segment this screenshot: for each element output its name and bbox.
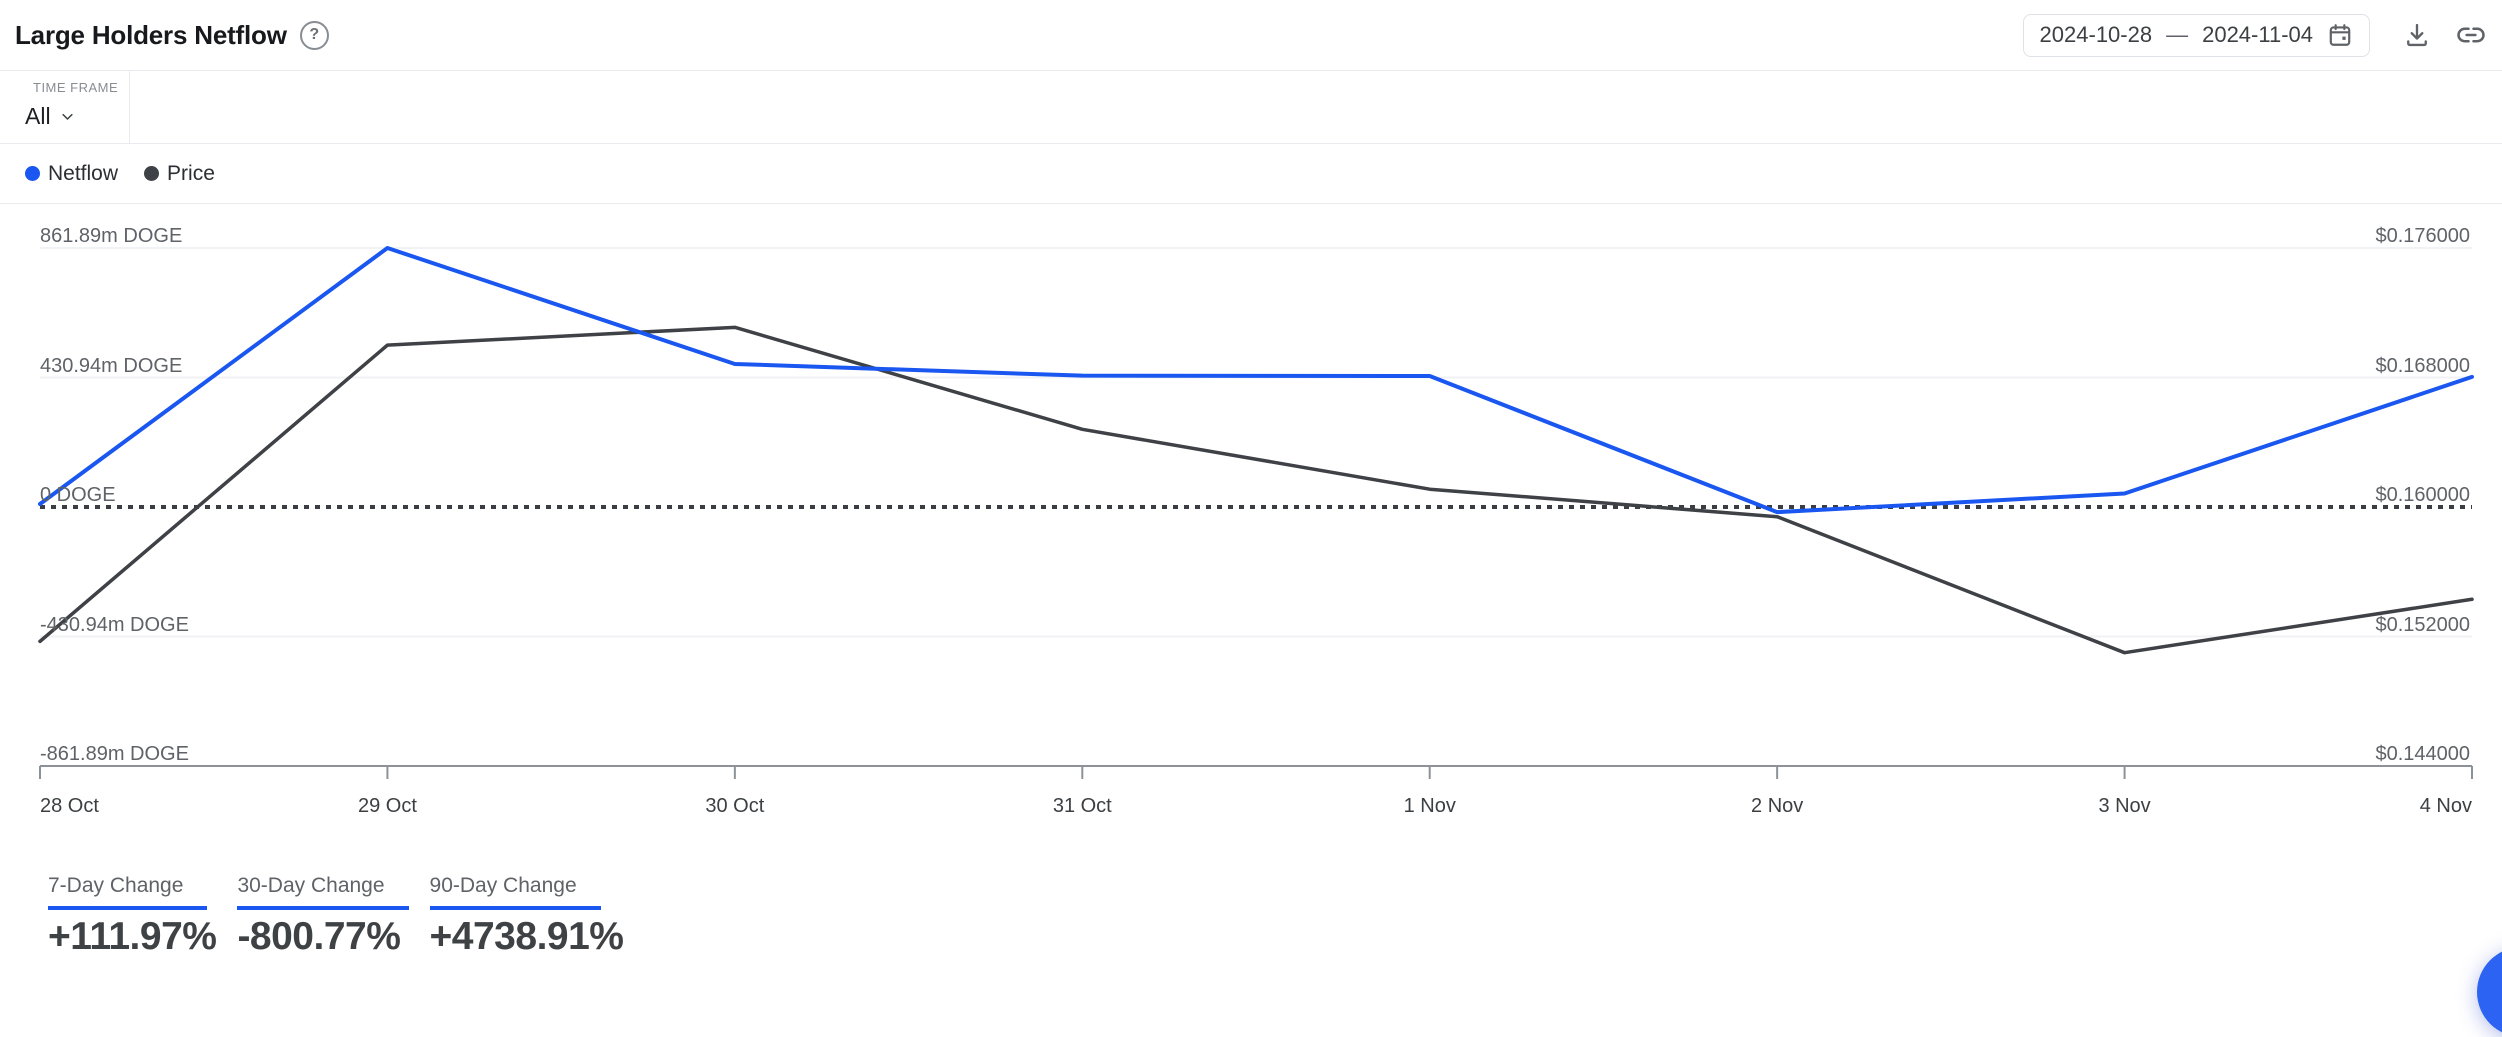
date-range-start: 2024-10-28 xyxy=(2039,22,2153,47)
y-tick-label-right: $0.176000 xyxy=(2375,225,2470,247)
timeframe-value: All xyxy=(25,103,51,129)
x-tick-label: 29 Oct xyxy=(357,795,417,817)
calendar-icon xyxy=(2329,24,2351,46)
y-tick-label-right: $0.144000 xyxy=(2375,743,2470,765)
x-tick-label: 31 Oct xyxy=(1052,795,1112,817)
chevron-down-icon xyxy=(61,113,73,120)
stat-7-day-change: 7-Day Change +111.97% xyxy=(48,862,217,958)
price-dot-icon xyxy=(144,166,160,181)
legend-label: Netflow xyxy=(48,161,119,185)
legend-item-price[interactable]: Price xyxy=(144,162,215,186)
date-range-picker[interactable]: 2024-10-28 — 2024-11-04 xyxy=(2022,13,2370,57)
y-tick-label-left: -861.89m DOGE xyxy=(40,743,189,765)
y-tick-label-left: 861.89m DOGE xyxy=(40,225,183,247)
stat-label: 90-Day Change xyxy=(429,874,601,910)
x-tick-label: 3 Nov xyxy=(2098,795,2151,817)
legend-divider xyxy=(0,203,2502,204)
y-tick-label-left: -430.94m DOGE xyxy=(40,613,189,636)
y-tick-label-left: 430.94m DOGE xyxy=(40,354,183,377)
timeframe-selector[interactable]: TIME FRAME All xyxy=(0,71,129,143)
x-tick-label: 4 Nov xyxy=(2419,795,2472,817)
y-tick-label-right: $0.160000 xyxy=(2375,484,2470,506)
stat-90-day-change: 90-Day Change +4738.91% xyxy=(429,862,624,958)
controls-row: TIME FRAME All xyxy=(0,71,2502,143)
header: Large Holders Netflow ? 2024-10-28 — 202… xyxy=(0,0,2502,70)
y-tick-label-left: 0 DOGE xyxy=(40,484,116,506)
chart-plot-area[interactable] xyxy=(40,248,2472,766)
stat-value: -800.77% xyxy=(237,915,401,958)
page-title: Large Holders Netflow xyxy=(15,19,287,50)
legend-label: Price xyxy=(167,161,215,185)
download-button[interactable] xyxy=(2402,20,2432,50)
y-tick-label-right: $0.168000 xyxy=(2375,354,2470,377)
copy-link-button[interactable] xyxy=(2456,20,2486,50)
y-tick-label-right: $0.152000 xyxy=(2375,613,2470,636)
legend-item-netflow[interactable]: Netflow xyxy=(25,162,118,186)
stat-value: +111.97% xyxy=(48,915,217,958)
stat-label: 7-Day Change xyxy=(48,874,208,910)
x-tick-label: 30 Oct xyxy=(705,795,765,817)
change-stats: 7-Day Change +111.97% 30-Day Change -800… xyxy=(48,862,624,958)
download-icon xyxy=(2407,23,2427,47)
date-range-end: 2024-11-04 xyxy=(2202,22,2313,47)
netflow-dot-icon xyxy=(25,166,40,181)
x-tick-label: 2 Nov xyxy=(1751,795,1804,817)
controls-divider xyxy=(0,143,2502,144)
stat-30-day-change: 30-Day Change -800.77% xyxy=(237,862,409,958)
help-icon[interactable]: ? xyxy=(299,20,329,50)
controls-divider-vertical xyxy=(129,71,130,143)
header-divider xyxy=(0,70,2502,71)
chat-fab[interactable] xyxy=(2477,947,2502,1037)
stat-label: 30-Day Change xyxy=(237,874,409,910)
date-range-separator: — xyxy=(2166,22,2189,47)
timeframe-label: TIME FRAME xyxy=(33,80,119,95)
x-tick-label: 28 Oct xyxy=(40,795,99,817)
header-actions: 2024-10-28 — 2024-11-04 xyxy=(2022,13,2502,57)
link-icon xyxy=(2457,27,2485,43)
x-tick-label: 1 Nov xyxy=(1403,795,1456,817)
stat-value: +4738.91% xyxy=(429,915,624,958)
chart-legend: Netflow Price xyxy=(0,144,2502,203)
